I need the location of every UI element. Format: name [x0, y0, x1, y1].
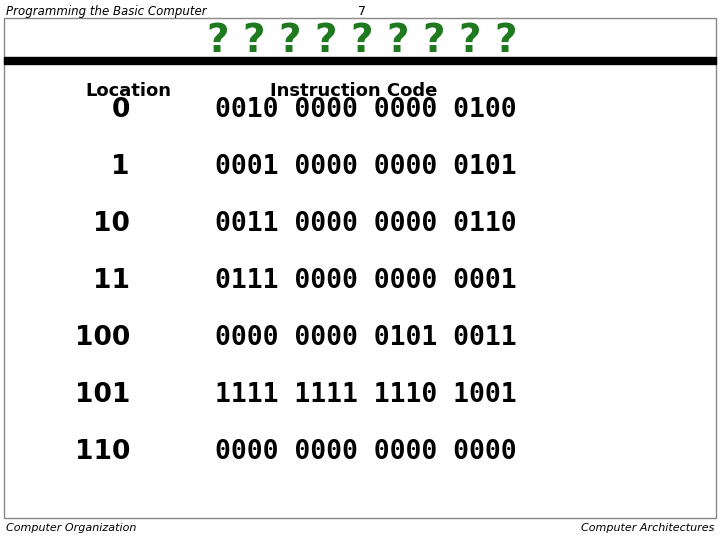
Text: 1: 1	[112, 154, 130, 180]
Text: Location: Location	[85, 82, 171, 100]
Text: Programming the Basic Computer: Programming the Basic Computer	[6, 5, 207, 18]
Text: 0011 0000 0000 0110: 0011 0000 0000 0110	[215, 211, 517, 237]
Text: 110: 110	[75, 439, 130, 465]
Text: 0000 0000 0000 0000: 0000 0000 0000 0000	[215, 439, 517, 465]
Text: 0111 0000 0000 0001: 0111 0000 0000 0001	[215, 268, 517, 294]
Text: 0: 0	[112, 97, 130, 123]
Text: 100: 100	[75, 325, 130, 351]
Text: ? ? ? ? ? ? ? ? ?: ? ? ? ? ? ? ? ? ?	[207, 22, 517, 60]
Text: 1111 1111 1110 1001: 1111 1111 1110 1001	[215, 382, 517, 408]
Text: 0000 0000 0101 0011: 0000 0000 0101 0011	[215, 325, 517, 351]
Text: 7: 7	[358, 5, 366, 18]
Text: 101: 101	[75, 382, 130, 408]
Text: Computer Organization: Computer Organization	[6, 523, 136, 533]
Text: Computer Architectures: Computer Architectures	[580, 523, 714, 533]
Text: 0010 0000 0000 0100: 0010 0000 0000 0100	[215, 97, 517, 123]
Bar	[4, 57, 716, 64]
Text: 10: 10	[93, 211, 130, 237]
Text: 0001 0000 0000 0101: 0001 0000 0000 0101	[215, 154, 517, 180]
Text: 11: 11	[93, 268, 130, 294]
Text: Instruction Code: Instruction Code	[270, 82, 437, 100]
